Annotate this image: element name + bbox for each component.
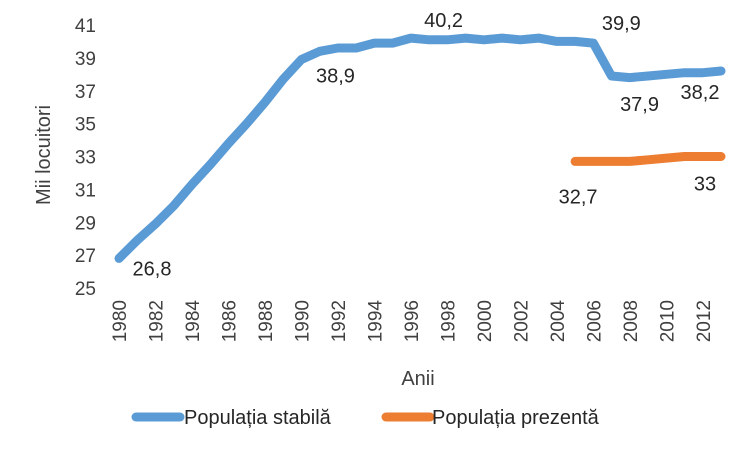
x-tick-label: 2004 <box>548 300 569 343</box>
data-labels: 26,8 38,9 40,2 39,9 37,9 38,2 32,7 33 <box>133 10 720 280</box>
x-axis-title: Anii <box>401 368 434 390</box>
x-tick-label: 1994 <box>365 300 386 343</box>
y-tick-label: 25 <box>75 279 96 300</box>
data-label: 38,2 <box>681 82 720 104</box>
y-tick-label: 35 <box>75 115 96 136</box>
legend-item-prezenta: Populația prezentă <box>381 407 600 429</box>
x-tick-label: 2002 <box>511 300 532 342</box>
x-tick-label: 1984 <box>183 300 204 343</box>
y-tick-label: 27 <box>75 246 96 267</box>
y-axis: 25 27 29 31 33 35 37 39 41 <box>75 16 96 300</box>
series-line-stabila <box>114 33 726 263</box>
x-tick-label: 1998 <box>438 300 459 342</box>
y-tick-label: 41 <box>75 16 96 37</box>
legend-item-stabila: Populația stabilă <box>131 407 332 429</box>
data-label: 32,7 <box>559 186 598 208</box>
x-tick-label: 1980 <box>110 300 131 342</box>
data-label: 39,9 <box>602 13 641 35</box>
legend: Populația stabilă Populația prezentă <box>131 407 600 429</box>
data-label: 40,2 <box>424 10 463 32</box>
x-tick-label: 1996 <box>402 300 423 342</box>
x-tick-label: 1986 <box>219 300 240 342</box>
y-tick-label: 31 <box>75 180 96 201</box>
x-tick-label: 1982 <box>146 300 167 342</box>
y-tick-label: 29 <box>75 213 96 234</box>
y-tick-label: 37 <box>75 82 96 103</box>
x-tick-label: 2000 <box>475 300 496 342</box>
data-label: 26,8 <box>133 258 172 280</box>
x-tick-label: 1992 <box>329 300 350 342</box>
legend-label: Populația stabilă <box>184 407 332 429</box>
x-tick-label: 2006 <box>584 300 605 342</box>
x-tick-label: 2012 <box>694 300 715 342</box>
x-tick-label: 2008 <box>621 300 642 342</box>
data-label: 38,9 <box>316 66 355 88</box>
y-axis-title: Mii locuitori <box>33 105 55 205</box>
x-tick-label: 1988 <box>256 300 277 342</box>
data-label: 33 <box>694 174 716 196</box>
legend-label: Populația prezentă <box>432 407 600 429</box>
y-tick-label: 33 <box>75 148 96 169</box>
y-tick-label: 39 <box>75 49 96 70</box>
x-tick-label: 1990 <box>292 300 313 342</box>
data-label: 37,9 <box>620 94 659 116</box>
x-tick-label: 2010 <box>657 300 678 342</box>
series-line-prezenta <box>570 152 726 166</box>
x-axis: 1980 1982 1984 1986 1988 1990 1992 1994 1996 1998… <box>110 300 715 343</box>
series-lines <box>114 33 726 263</box>
